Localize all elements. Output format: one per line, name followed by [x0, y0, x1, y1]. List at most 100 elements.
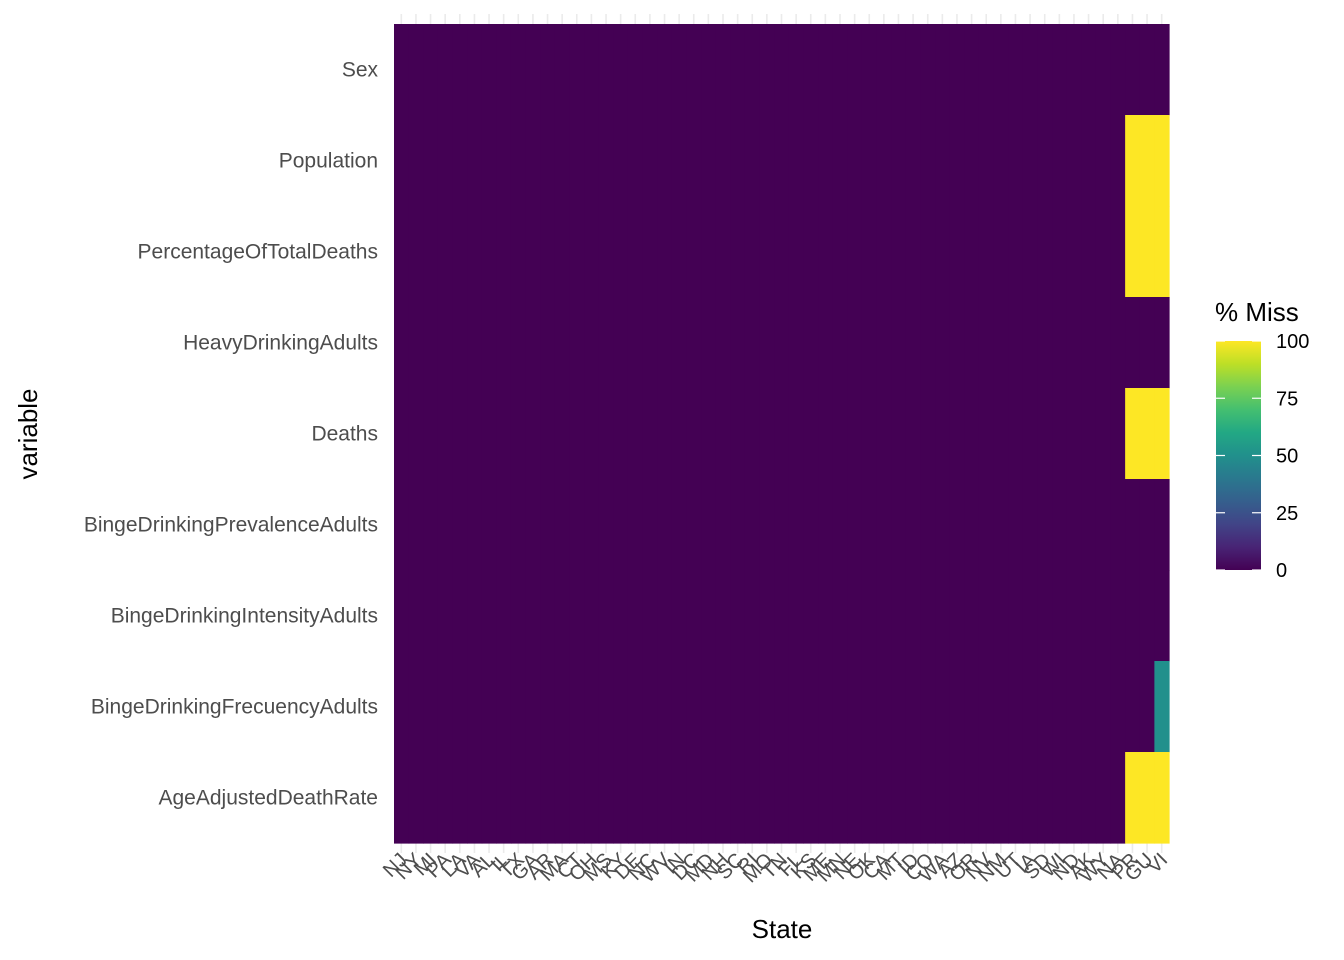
- heatmap-cells: [394, 24, 1170, 844]
- heatmap-cell: [510, 206, 527, 298]
- heatmap-cell: [1125, 479, 1141, 571]
- heatmap-cell: [569, 570, 585, 662]
- heatmap-cell: [1037, 752, 1053, 844]
- heatmap-cell: [657, 388, 673, 480]
- x-axis-title: State: [752, 914, 813, 944]
- heatmap-cell: [978, 297, 995, 389]
- heatmap-cell: [978, 661, 995, 753]
- heatmap-cell: [657, 752, 673, 844]
- heatmap-cell: [408, 206, 424, 298]
- heatmap-cell: [949, 115, 965, 207]
- heatmap-cell: [818, 24, 834, 116]
- heatmap-cell: [598, 388, 614, 480]
- heatmap-cell: [467, 115, 483, 207]
- heatmap-cell: [481, 752, 497, 844]
- heatmap-cell: [876, 479, 892, 571]
- heatmap-cell: [788, 206, 805, 298]
- heatmap-cell: [1022, 570, 1038, 662]
- heatmap-cell: [759, 206, 775, 298]
- heatmap-cell: [701, 752, 717, 844]
- heatmap-cell: [671, 479, 688, 571]
- heatmap-cell: [730, 570, 746, 662]
- heatmap-cell: [394, 479, 410, 571]
- heatmap-cell: [642, 206, 658, 298]
- heatmap-cell: [818, 206, 834, 298]
- heatmap-cell: [730, 388, 746, 480]
- heatmap-cell: [452, 388, 468, 480]
- heatmap-cell: [657, 297, 673, 389]
- heatmap-cell: [949, 479, 965, 571]
- heatmap-cell: [759, 115, 775, 207]
- heatmap-cell: [394, 115, 410, 207]
- heatmap-cell: [1154, 661, 1170, 753]
- legend-tick-label: 0: [1276, 560, 1287, 582]
- heatmap-cell: [788, 570, 805, 662]
- heatmap-cell: [525, 661, 541, 753]
- heatmap-cell: [905, 752, 922, 844]
- heatmap-cell: [1008, 206, 1024, 298]
- heatmap-cell: [627, 752, 644, 844]
- heatmap-cell: [1154, 206, 1170, 298]
- heatmap-cell: [935, 752, 951, 844]
- heatmap-cell: [510, 479, 527, 571]
- x-axis-ticks: NJNYMIPALAVAALILTXGAARMACTOHMSKYDENCWVIN…: [379, 849, 1172, 888]
- heatmap-cell: [423, 24, 439, 116]
- heatmap-cell: [891, 24, 907, 116]
- heatmap-cell: [1052, 115, 1068, 207]
- heatmap-cell: [394, 661, 410, 753]
- heatmap-cell: [1110, 24, 1126, 116]
- heatmap-cell: [861, 661, 878, 753]
- heatmap-cell: [408, 24, 424, 116]
- heatmap-cell: [715, 24, 731, 116]
- heatmap-cell: [993, 297, 1009, 389]
- heatmap-cell: [774, 570, 790, 662]
- heatmap-cell: [730, 661, 746, 753]
- heatmap-cell: [1110, 115, 1126, 207]
- heatmap-cell: [803, 115, 819, 207]
- heatmap-cell: [525, 297, 541, 389]
- heatmap-cell: [1081, 479, 1097, 571]
- heatmap-cell: [774, 206, 790, 298]
- heatmap-cell: [1139, 206, 1155, 298]
- heatmap-cell: [467, 752, 483, 844]
- heatmap-cell: [394, 570, 410, 662]
- heatmap-cell: [964, 115, 980, 207]
- heatmap-cell: [744, 297, 761, 389]
- heatmap-cell: [540, 297, 556, 389]
- heatmap-cell: [613, 115, 629, 207]
- legend-title: % Miss: [1215, 297, 1299, 327]
- heatmap-cell: [452, 206, 468, 298]
- heatmap-cell: [701, 206, 717, 298]
- heatmap-cell: [1066, 206, 1082, 298]
- heatmap-cell: [569, 297, 585, 389]
- color-legend: % Miss 100 75 50 25 0: [1215, 297, 1309, 582]
- heatmap-cell: [496, 115, 512, 207]
- heatmap-cell: [905, 297, 922, 389]
- heatmap-cell: [920, 388, 936, 480]
- heatmap-cell: [818, 570, 834, 662]
- y-tick-label: HeavyDrinkingAdults: [183, 332, 378, 355]
- heatmap-cell: [657, 479, 673, 571]
- heatmap-cell: [525, 115, 541, 207]
- heatmap-cell: [467, 570, 483, 662]
- heatmap-cell: [540, 388, 556, 480]
- heatmap-cell: [1066, 479, 1082, 571]
- heatmap-cell: [394, 297, 410, 389]
- heatmap-cell: [744, 479, 761, 571]
- heatmap-cell: [788, 752, 805, 844]
- heatmap-cell: [584, 115, 600, 207]
- heatmap-cell: [1139, 24, 1155, 116]
- heatmap-cell: [510, 24, 527, 116]
- heatmap-cell: [715, 115, 731, 207]
- heatmap-cell: [905, 115, 922, 207]
- heatmap-cell: [598, 479, 614, 571]
- heatmap-cell: [584, 24, 600, 116]
- heatmap-cell: [1052, 388, 1068, 480]
- heatmap-cell: [1110, 752, 1126, 844]
- heatmap-cell: [1081, 570, 1097, 662]
- heatmap-cell: [701, 24, 717, 116]
- heatmap-cell: [1095, 297, 1112, 389]
- heatmap-cell: [1125, 388, 1141, 480]
- heatmap-cell: [554, 388, 571, 480]
- heatmap-cell: [744, 115, 761, 207]
